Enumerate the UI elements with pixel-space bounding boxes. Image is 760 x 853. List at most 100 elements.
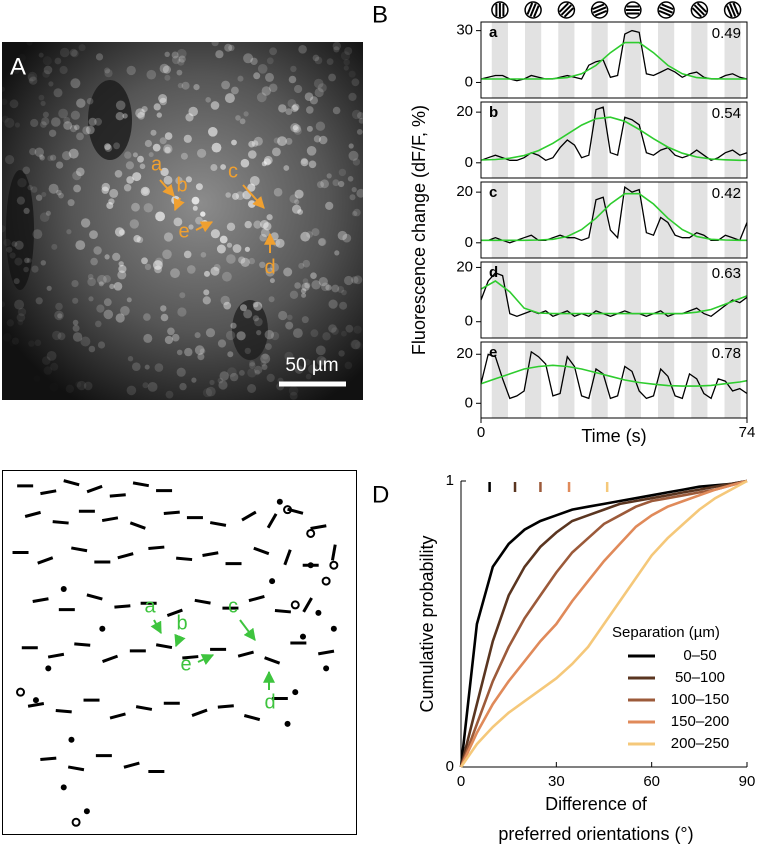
- cell-body: [164, 335, 173, 345]
- cell-body: [113, 282, 123, 291]
- orientation-segment: [274, 609, 292, 614]
- cell-body: [288, 386, 299, 396]
- cell-body: [216, 244, 226, 254]
- cell-body: [230, 322, 237, 329]
- cell-body: [39, 155, 45, 161]
- cell-body: [338, 350, 345, 357]
- cell-body: [244, 220, 252, 229]
- map-frame: [2, 470, 357, 835]
- cell-body: [175, 176, 183, 185]
- cell-body: [253, 301, 263, 311]
- stimulus-period: [558, 342, 575, 418]
- cell-body: [310, 329, 319, 338]
- cell-body: [34, 147, 44, 157]
- stimulus-icon: [624, 1, 642, 19]
- cell-body: [38, 154, 44, 160]
- cell-body: [332, 179, 340, 187]
- cell-body: [199, 348, 206, 355]
- x-tick-label: 0: [457, 773, 465, 790]
- cell-body: [253, 220, 262, 229]
- y-tick-label: 0: [446, 758, 454, 775]
- cell-body: [66, 229, 72, 235]
- stimulus-period: [658, 102, 675, 178]
- cell-body: [301, 282, 310, 291]
- y-axis-label: Cumulative probability: [417, 535, 437, 712]
- orientation-segment: [67, 765, 85, 772]
- cell-body: [358, 117, 363, 124]
- cell-body: [1, 99, 8, 106]
- trace-line: [481, 185, 748, 244]
- cell-body: [288, 75, 297, 84]
- icon-stripe: [659, 6, 673, 14]
- unresponsive-cell: [68, 736, 75, 743]
- cell-body: [351, 339, 361, 350]
- cell-body: [353, 208, 361, 217]
- cell-label: a: [144, 595, 156, 617]
- orientation-segment: [74, 642, 91, 647]
- panel-label: D: [372, 481, 389, 508]
- cell-body: [343, 59, 350, 66]
- x-tick-label: 90: [739, 773, 756, 790]
- cell-body: [76, 98, 86, 108]
- cell-body: [165, 390, 174, 399]
- stimulus-period: [491, 182, 508, 258]
- cell-body: [126, 65, 136, 76]
- arrow: [150, 619, 162, 635]
- cell-body: [213, 264, 221, 271]
- cell-body: [278, 310, 288, 321]
- x-tick-label: 74: [739, 424, 756, 441]
- cell-body: [9, 99, 19, 109]
- y-tick-label: 20: [456, 103, 473, 120]
- cell-body: [103, 275, 111, 283]
- cell-body: [68, 148, 79, 159]
- cell-body: [69, 125, 78, 133]
- stimulus-period: [691, 342, 708, 418]
- cell-body: [87, 273, 94, 280]
- cell-body: [300, 231, 311, 242]
- cell-body: [351, 109, 362, 120]
- cell-body: [97, 274, 107, 285]
- cell-body: [226, 254, 236, 264]
- cell-body: [275, 238, 285, 248]
- cell-body: [177, 48, 187, 59]
- cell-body: [202, 296, 211, 305]
- trace-label: b: [489, 104, 498, 121]
- cell-body: [217, 377, 224, 384]
- cell-body: [177, 58, 185, 66]
- unresponsive-cell: [99, 625, 106, 632]
- cell-body: [51, 243, 58, 250]
- cell-body: [294, 282, 301, 289]
- cell-body: [219, 235, 228, 244]
- stimulus-period: [558, 22, 575, 98]
- arrow: [159, 179, 175, 197]
- orientation-segment: [32, 597, 49, 603]
- orientation-segment: [102, 654, 119, 663]
- unresponsive-cell: [276, 498, 283, 505]
- cell-body: [163, 144, 173, 154]
- cell-body: [176, 367, 186, 377]
- cell-body: [2, 115, 9, 123]
- cell-body: [302, 278, 309, 284]
- cell-body: [74, 124, 80, 131]
- icon-stripe: [696, 2, 707, 13]
- cell-body: [253, 136, 263, 146]
- cell-body: [285, 108, 293, 115]
- cell-body: [351, 210, 358, 217]
- orientation-segment: [129, 521, 146, 530]
- cell-body: [266, 57, 274, 65]
- orientation-segment: [27, 702, 45, 708]
- cell-body: [80, 218, 91, 228]
- trace-label: c: [489, 184, 497, 201]
- cell-body: [188, 106, 198, 117]
- cell-body: [126, 176, 134, 184]
- trace-label: e: [489, 344, 497, 361]
- cell-body: [124, 151, 132, 159]
- cell-body: [268, 83, 278, 93]
- cell-body: [4, 117, 15, 128]
- cell-body: [144, 263, 152, 271]
- orientation-segment: [86, 484, 103, 494]
- cell-body: [108, 198, 115, 205]
- cell-body: [158, 94, 168, 103]
- cell-body: [103, 309, 114, 320]
- cell-body: [337, 286, 345, 293]
